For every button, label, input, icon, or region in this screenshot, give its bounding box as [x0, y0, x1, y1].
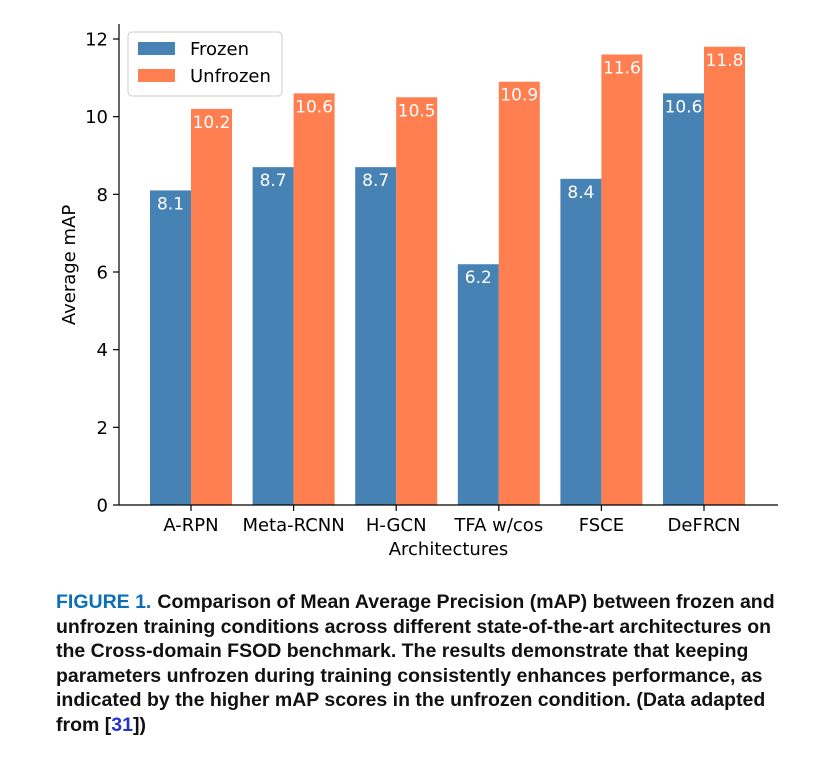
x-tick-label: DeFRCN	[668, 515, 741, 536]
bar-frozen-tfa-w-cos	[457, 264, 499, 505]
bar-unfrozen-defrcn	[704, 46, 745, 506]
bar-chart: 8.1 8.7 8.7 6.2 8.4 10.6 10.2 10.6 10.5 10.9 11.6 1…	[59, 24, 778, 560]
legend-swatch-frozen	[138, 42, 175, 55]
caption-text: Comparison of Mean Average Precision (mA…	[56, 591, 775, 736]
x-ticks: A-RPN Meta-RCNN H-GCN TFA w/cos FSCE DeFRCN	[163, 505, 740, 536]
data-label: 11.6	[603, 59, 641, 79]
x-tick-label: Meta-RCNN	[242, 515, 344, 536]
y-tick-label: 4	[97, 340, 108, 361]
x-tick-label: A-RPN	[163, 515, 218, 536]
y-tick-label: 8	[97, 185, 108, 206]
y-tick-label: 10	[85, 107, 108, 128]
data-label: 10.5	[398, 101, 436, 121]
bar-unfrozen-h-gcn	[396, 97, 438, 505]
data-label: 10.6	[665, 97, 703, 117]
citation-link[interactable]: 31	[111, 713, 133, 736]
x-tick-label: FSCE	[579, 515, 624, 536]
caption-text-end: ])	[132, 713, 146, 736]
bar-frozen-fsce	[560, 178, 602, 506]
y-tick-label: 12	[85, 30, 108, 51]
y-tick-label: 2	[97, 418, 108, 439]
x-axis-title: Architectures	[389, 539, 509, 560]
bar-frozen-h-gcn	[355, 167, 397, 505]
bar-group: 8.1 8.7 8.7 6.2 8.4 10.6 10.2 10.6 10.5 10.9 11.6 1…	[150, 46, 745, 506]
data-label: 8.4	[567, 183, 594, 203]
data-label: 10.9	[500, 86, 538, 106]
data-label: 8.7	[260, 171, 287, 191]
y-tick-label: 6	[97, 263, 108, 284]
bar-frozen-defrcn	[663, 93, 704, 505]
data-label: 10.6	[295, 97, 333, 117]
figure-label: FIGURE 1.	[56, 591, 152, 613]
y-axis-title: Average mAP	[59, 205, 80, 325]
legend-swatch-unfrozen	[138, 69, 175, 82]
y-ticks: 0 2 4 6 8 10 12	[85, 30, 119, 517]
bar-unfrozen-a-rpn	[191, 108, 232, 506]
bar-frozen-meta-rcnn	[252, 167, 294, 505]
legend-label-frozen: Frozen	[190, 39, 249, 60]
data-label: 8.1	[157, 194, 184, 214]
bar-unfrozen-fsce	[601, 54, 643, 506]
axes	[118, 24, 778, 506]
data-label: 10.2	[193, 113, 231, 133]
x-tick-label: TFA w/cos	[453, 515, 543, 536]
bar-frozen-a-rpn	[150, 190, 191, 505]
figure-caption: FIGURE 1. Comparison of Mean Average Prec…	[56, 590, 796, 737]
x-tick-label: H-GCN	[366, 515, 427, 536]
bar-unfrozen-tfa-w-cos	[498, 81, 540, 505]
data-label: 6.2	[465, 268, 492, 288]
data-label: 11.8	[706, 51, 744, 71]
data-label: 8.7	[362, 171, 389, 191]
bar-unfrozen-meta-rcnn	[293, 93, 335, 505]
legend-label-unfrozen: Unfrozen	[190, 66, 271, 87]
y-tick-label: 0	[97, 496, 108, 517]
legend: Frozen Unfrozen	[127, 31, 283, 97]
